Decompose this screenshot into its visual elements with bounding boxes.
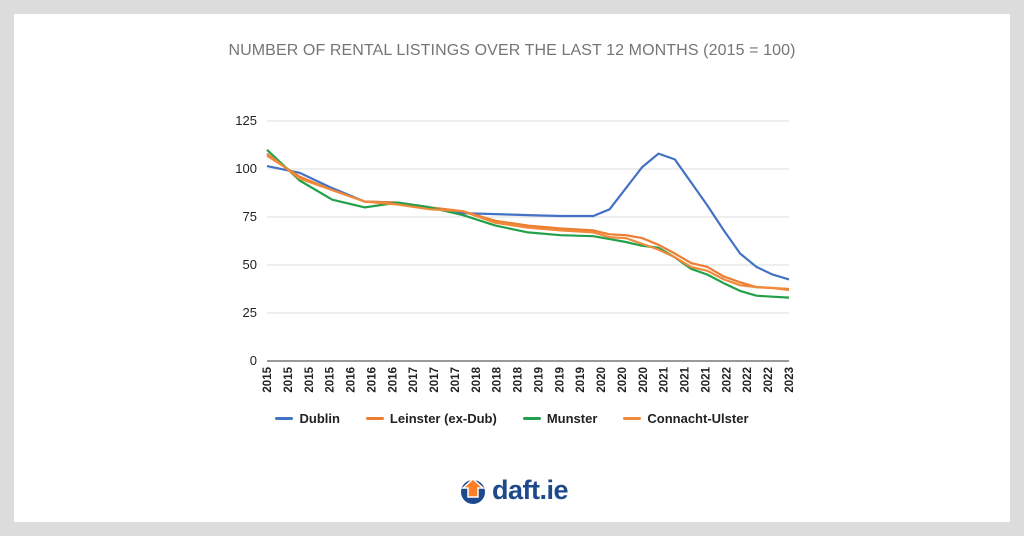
legend-item: Leinster (ex-Dub) xyxy=(365,411,497,426)
x-tick-label: 2020 xyxy=(617,367,629,393)
y-tick-label: 100 xyxy=(235,161,257,176)
x-tick-label: 2016 xyxy=(346,367,358,393)
x-tick-label: 2020 xyxy=(638,367,650,393)
x-tick-label: 2019 xyxy=(554,367,566,393)
daft-logo: daft.ie xyxy=(458,475,569,506)
x-tick-label: 2015 xyxy=(262,366,274,392)
x-tick-label: 2022 xyxy=(763,367,775,393)
series-line-connacht-ulster xyxy=(266,152,790,292)
x-tick-label: 2017 xyxy=(408,367,420,393)
legend-label: Munster xyxy=(546,411,598,426)
legend-item: Munster xyxy=(522,411,598,426)
x-tick-label: 2021 xyxy=(659,366,671,392)
x-tick-label: 2016 xyxy=(387,367,399,393)
y-tick-label: 75 xyxy=(243,209,257,224)
y-tick-label: 0 xyxy=(250,353,257,368)
x-tick-label: 2017 xyxy=(450,367,462,393)
x-tick-label: 2019 xyxy=(575,367,587,393)
x-tick-label: 2017 xyxy=(429,367,441,393)
line-chart: 0 25 50 75 100 125 2015 2015 2015 2015 2016 2016 20… xyxy=(235,113,796,393)
series-line-leinster-ex-dub xyxy=(266,154,790,291)
x-tick-label: 2022 xyxy=(742,367,754,393)
x-tick-label: 2019 xyxy=(533,367,545,393)
legend-label: Dublin xyxy=(299,411,340,426)
legend-item: Dublin xyxy=(275,411,340,426)
brand-name: daft.ie xyxy=(492,475,569,505)
x-tick-label: 2023 xyxy=(784,367,796,393)
x-tick-label: 2018 xyxy=(513,366,525,392)
x-tick-label: 2016 xyxy=(366,367,378,393)
chart-card: NUMBER OF RENTAL LISTINGS OVER THE LAST … xyxy=(14,14,1010,522)
chart-legend: Dublin Leinster (ex-Dub) Munster Connacht-U… xyxy=(14,411,1010,426)
y-tick-label: 125 xyxy=(235,113,257,128)
house-arrow-icon xyxy=(461,477,485,504)
legend-swatch xyxy=(275,417,294,420)
y-tick-label: 25 xyxy=(243,305,257,320)
legend-label: Leinster (ex-Dub) xyxy=(389,411,497,426)
series-line-munster xyxy=(266,148,790,299)
x-tick-label: 2015 xyxy=(283,366,295,392)
x-tick-label: 2022 xyxy=(721,367,733,393)
x-tick-label: 2020 xyxy=(596,367,608,393)
legend-swatch xyxy=(522,417,541,420)
x-tick-label: 2015 xyxy=(325,366,337,392)
legend-label: Connacht-Ulster xyxy=(647,411,749,426)
y-tick-label: 50 xyxy=(243,257,257,272)
x-tick-label: 2021 xyxy=(680,366,692,392)
legend-swatch xyxy=(623,417,642,420)
x-tick-label: 2018 xyxy=(471,366,483,392)
legend-item: Connacht-Ulster xyxy=(623,411,749,426)
x-tick-label: 2021 xyxy=(700,366,712,392)
x-tick-label: 2018 xyxy=(492,366,504,392)
x-tick-label: 2015 xyxy=(304,366,316,392)
chart-title: NUMBER OF RENTAL LISTINGS OVER THE LAST … xyxy=(228,42,796,59)
legend-swatch xyxy=(365,417,384,420)
